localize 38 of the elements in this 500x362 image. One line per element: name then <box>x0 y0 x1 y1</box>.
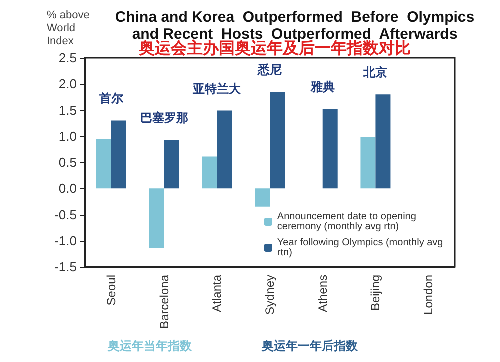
bar <box>376 94 391 189</box>
y-tick-label: -0.5 <box>54 207 77 222</box>
x-tick-label: Athens <box>316 275 330 312</box>
bar <box>149 188 164 248</box>
text: 奥运年当年指数 <box>107 339 193 353</box>
y-tick-label: 1.0 <box>58 128 77 144</box>
x-tick-label: Sydney <box>263 275 277 316</box>
legend-label: Announcement date to opening ceremony (monthly avg rtn) <box>277 212 420 232</box>
y-tick-label: 2.5 <box>58 50 77 66</box>
x-tick-label: Atlanta <box>210 274 224 312</box>
bar <box>96 138 112 189</box>
bar <box>217 110 232 189</box>
y-tick-label: -1.0 <box>54 233 77 248</box>
y-tick-label: 0.5 <box>58 155 77 170</box>
annotation: 雅典 <box>310 80 335 94</box>
y-axis-title: % above World Index <box>47 10 90 48</box>
y-tick-label: 1.5 <box>58 102 77 118</box>
bar <box>270 92 285 189</box>
bar <box>322 109 338 189</box>
x-tick-label: Barcelona <box>157 274 172 330</box>
text: 奥运年一年后指数 <box>261 339 359 353</box>
bar <box>202 156 218 189</box>
legend-label: Year following Olympics (monthly avg rtn) <box>277 238 446 258</box>
annotation: 首尔 <box>98 92 124 106</box>
bar <box>255 188 270 207</box>
y-tick-label: 2.0 <box>58 76 77 92</box>
x-tick-label: Beijing <box>368 275 383 312</box>
bar <box>111 120 126 189</box>
annotation: 悉尼 <box>257 62 282 77</box>
x-tick-label: Seoul <box>104 275 118 306</box>
bar <box>360 137 376 189</box>
y-tick-label: 0.0 <box>58 181 77 196</box>
y-tick-label: -1.5 <box>54 260 77 274</box>
annotation: 北京 <box>362 66 388 80</box>
annotation: 巴塞罗那 <box>140 111 188 126</box>
x-tick-label: London <box>422 275 436 316</box>
bar <box>164 140 180 189</box>
annotation: 亚特兰大 <box>192 82 242 96</box>
